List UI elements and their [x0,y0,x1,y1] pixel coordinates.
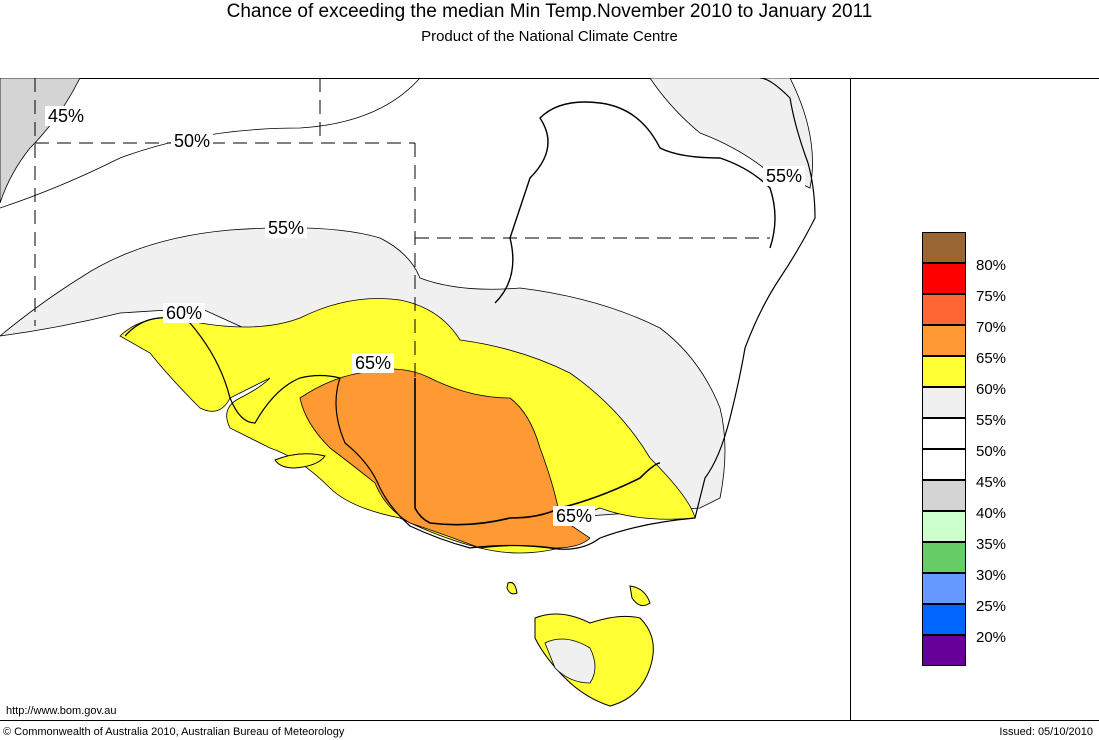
legend-label-30: 30% [976,567,1007,584]
map-title: Chance of exceeding the median Min Temp.… [226,1,873,22]
legend-label-50: 50% [976,443,1007,460]
map-frame [0,78,1099,721]
legend-label-55: 55% [976,412,1007,429]
footer-copyright: © Commonwealth of Australia 2010, Austra… [3,726,345,738]
footer-url-link[interactable]: http://www.bom.gov.au [6,705,117,717]
legend-swatch-45 [922,449,966,480]
region-65-orange [299,368,591,549]
legend-swatch-50 [922,418,966,449]
contour-label-55-east: 55% [763,166,806,186]
state-border [414,378,661,526]
legend-swatch-70 [922,294,966,325]
legend-swatch-35 [922,511,966,542]
map-subtitle: Product of the National Climate Centre [421,28,678,45]
region-45-gray [0,78,81,204]
contour-label-45: 45% [45,106,88,126]
legend-label-75: 75% [976,288,1007,305]
legend-label-45: 45% [976,474,1007,491]
australia-map [0,78,816,707]
legend-label-40: 40% [976,505,1007,522]
legend-label-80: 80% [976,257,1007,274]
legend-label-20: 20% [976,629,1007,646]
legend-swatch-40 [922,480,966,511]
legend-label-65: 65% [976,350,1007,367]
kangaroo-island [274,453,326,469]
contour-label-65-west: 65% [352,353,395,373]
contour-label-65-south: 65% [553,506,596,526]
legend-label-70: 70% [976,319,1007,336]
legend-swatch-75 [922,263,966,294]
flinders-island [629,585,651,607]
contour-label-55: 55% [265,218,308,238]
legend-swatch-25 [922,573,966,604]
legend-divider [850,78,851,721]
legend-swatch-80 [922,232,966,263]
qld-nsw-border [494,101,776,304]
contour-label-60: 60% [163,303,206,323]
contour-label-50: 50% [171,131,214,151]
legend-swatch-65 [922,325,966,356]
legend-label-35: 35% [976,536,1007,553]
legend-label-25: 25% [976,598,1007,615]
legend-label-60: 60% [976,381,1007,398]
legend-swatch-55 [922,387,966,418]
legend-swatch-60 [922,356,966,387]
king-island [506,582,518,595]
legend-swatch-30 [922,542,966,573]
legend-swatch-lowest [922,635,966,666]
tasmania-gray-patch [544,638,596,684]
legend-swatch-20 [922,604,966,635]
footer-issued-date: Issued: 05/10/2010 [999,726,1093,738]
coastline [124,78,816,550]
